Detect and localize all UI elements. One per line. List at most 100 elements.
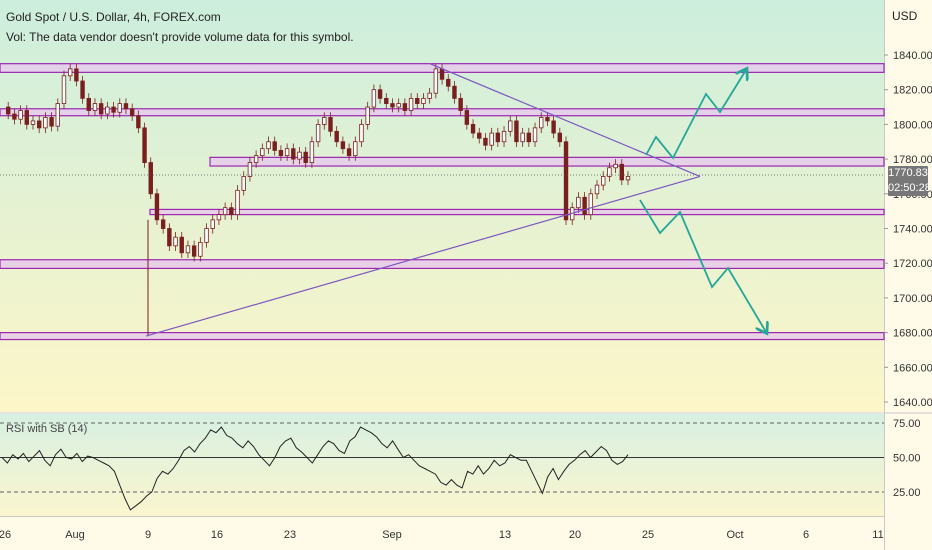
candle-body (594, 184, 600, 195)
candle-body (198, 241, 203, 257)
price-tick-label: 1700.00 (893, 293, 932, 305)
time-axis-label: 20 (569, 529, 581, 541)
candle-body (309, 141, 315, 163)
candle-body (272, 141, 277, 151)
candle-body (30, 120, 36, 125)
symbol-title[interactable]: Gold Spot / U.S. Dollar, 4h, FOREX.com (6, 10, 221, 24)
candle-body (477, 132, 482, 139)
candle-body (24, 110, 29, 125)
currency-unit[interactable]: USD (892, 9, 917, 23)
bearish-projection-arrow[interactable] (639, 199, 766, 332)
rsi-pane-background (0, 414, 884, 516)
candle-body (123, 103, 129, 110)
candle-body (415, 97, 420, 104)
zone-2[interactable] (209, 156, 885, 167)
triangle-upper-line[interactable] (429, 63, 701, 178)
candle-body (365, 106, 370, 125)
candle-body (284, 148, 290, 157)
candle-body (346, 148, 352, 157)
candle-body (613, 163, 618, 169)
time-axis-label: 11 (872, 529, 883, 541)
candle-body (154, 193, 160, 221)
candle-body (619, 163, 625, 181)
zone-3[interactable] (149, 208, 885, 216)
zone-1[interactable] (0, 108, 885, 117)
candle-body (241, 176, 246, 191)
candle-body (508, 120, 513, 132)
candle-body (204, 228, 209, 243)
candle-body (253, 155, 259, 163)
candle-body (105, 106, 110, 115)
candle-body (390, 103, 395, 108)
candle-body (49, 117, 54, 127)
rsi-label[interactable]: RSI with SB (14) (6, 423, 88, 435)
candle-body (421, 97, 426, 104)
zone-5[interactable] (0, 332, 885, 341)
bar-countdown: 02:50:28 (888, 182, 931, 194)
candle-body (470, 124, 476, 134)
candle-body (247, 162, 253, 177)
candle-body (501, 130, 507, 143)
candle-body (235, 189, 240, 216)
candle-body (322, 117, 327, 125)
price-axis-background (884, 0, 932, 550)
candle-body (384, 97, 389, 104)
triangle-lower-line[interactable] (145, 175, 701, 337)
price-tick-label: 1640.00 (893, 397, 932, 409)
candle-body (526, 132, 532, 143)
candle-body (222, 207, 228, 216)
candle-body (191, 245, 197, 257)
price-tick-label: 1820.00 (893, 85, 932, 97)
candle-body (260, 148, 265, 157)
price-tick-label: 1740.00 (893, 224, 932, 236)
time-axis-label: 25 (642, 529, 654, 541)
candle-body (520, 132, 525, 143)
rsi-tick-label: 25.00 (893, 487, 921, 499)
candle-body (5, 106, 11, 115)
candle-body (601, 176, 606, 186)
candle-body (446, 78, 451, 87)
candle-body (495, 132, 501, 143)
price-axis-ticks: 1840.001820.001800.001780.001760.001740.… (884, 50, 932, 409)
time-axis-label: Aug (65, 529, 85, 541)
triangle-pattern[interactable] (145, 63, 701, 337)
time-axis-labels: 26 Aug 9 16 23 Sep 13 20 25 Oct 6 11 (0, 529, 884, 541)
candle-body (278, 150, 284, 157)
candle-body (266, 141, 271, 150)
zone-4[interactable] (0, 259, 885, 270)
candle-body (452, 85, 457, 99)
candle-body (142, 127, 147, 163)
price-tick-label: 1660.00 (893, 362, 932, 374)
candle-body (18, 110, 23, 120)
current-price-value: 1770.83 (888, 167, 928, 179)
candle-body (74, 68, 79, 82)
projection-arrows[interactable] (639, 70, 766, 332)
rsi-axis-ticks: 75.00 50.00 25.00 (893, 418, 921, 499)
candle-body (340, 141, 346, 150)
candle-body (315, 124, 321, 143)
candle-body (36, 120, 42, 129)
candle-body (353, 141, 358, 157)
time-axis-label: 6 (803, 529, 809, 541)
candle-body (396, 103, 401, 108)
candle-body (111, 106, 116, 113)
rsi-line (1, 426, 629, 511)
candle-body (55, 103, 60, 127)
time-axis-label: 9 (145, 529, 151, 541)
candle-body (136, 115, 141, 129)
bullish-projection-arrow[interactable] (645, 70, 746, 160)
rsi-indicator (0, 422, 884, 511)
current-price-tag: 1770.83 02:50:28 (888, 166, 931, 196)
candle-body (464, 110, 470, 125)
price-tick-label: 1680.00 (893, 328, 932, 340)
candle-body (588, 193, 594, 216)
candle-body (80, 80, 85, 99)
volume-note: Vol: The data vendor doesn't provide vol… (6, 30, 354, 44)
candle-body (291, 148, 296, 160)
candle-body (92, 103, 98, 111)
candle-body (433, 68, 439, 94)
price-tick-label: 1800.00 (893, 119, 932, 131)
time-axis-label: 23 (284, 529, 296, 541)
